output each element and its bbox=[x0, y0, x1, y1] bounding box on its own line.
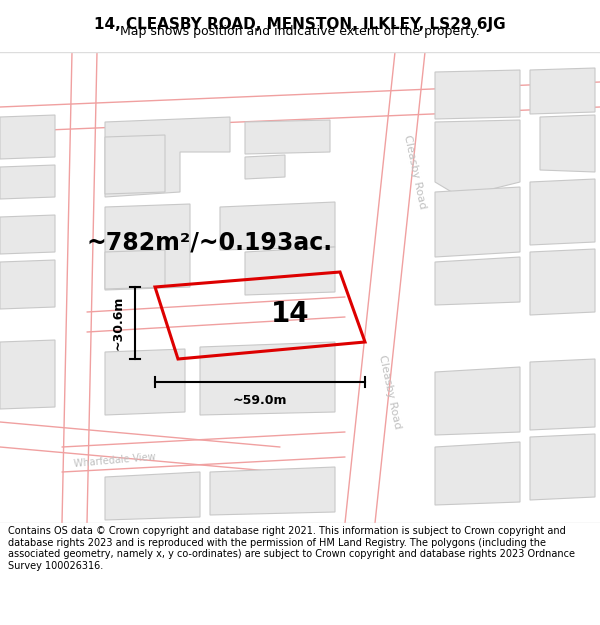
Polygon shape bbox=[530, 249, 595, 315]
Polygon shape bbox=[105, 117, 230, 197]
Polygon shape bbox=[435, 187, 520, 257]
Polygon shape bbox=[105, 250, 165, 289]
Text: Cleasby Road: Cleasby Road bbox=[402, 134, 428, 210]
Polygon shape bbox=[245, 247, 335, 295]
Polygon shape bbox=[200, 342, 335, 415]
Polygon shape bbox=[105, 349, 185, 415]
Polygon shape bbox=[245, 120, 330, 154]
Polygon shape bbox=[435, 442, 520, 505]
Polygon shape bbox=[435, 120, 520, 197]
Text: Cleasby Road: Cleasby Road bbox=[377, 354, 403, 430]
Polygon shape bbox=[105, 135, 165, 194]
Text: Map shows position and indicative extent of the property.: Map shows position and indicative extent… bbox=[120, 25, 480, 38]
Polygon shape bbox=[530, 359, 595, 430]
Text: 14: 14 bbox=[271, 300, 310, 328]
Polygon shape bbox=[245, 155, 285, 179]
Polygon shape bbox=[0, 115, 55, 159]
Polygon shape bbox=[530, 68, 595, 114]
Text: 14, CLEASBY ROAD, MENSTON, ILKLEY, LS29 6JG: 14, CLEASBY ROAD, MENSTON, ILKLEY, LS29 … bbox=[94, 17, 506, 32]
Text: Contains OS data © Crown copyright and database right 2021. This information is : Contains OS data © Crown copyright and d… bbox=[8, 526, 575, 571]
Polygon shape bbox=[105, 472, 200, 520]
Text: ~30.6m: ~30.6m bbox=[112, 296, 125, 350]
Text: ~782m²/~0.193ac.: ~782m²/~0.193ac. bbox=[87, 230, 333, 254]
Text: ~59.0m: ~59.0m bbox=[233, 394, 287, 407]
Polygon shape bbox=[435, 257, 520, 305]
Polygon shape bbox=[0, 260, 55, 309]
Text: Wharfedale View: Wharfedale View bbox=[74, 451, 157, 469]
Polygon shape bbox=[0, 340, 55, 409]
Polygon shape bbox=[105, 204, 190, 290]
Polygon shape bbox=[530, 179, 595, 245]
Polygon shape bbox=[540, 115, 595, 172]
Polygon shape bbox=[435, 70, 520, 119]
Polygon shape bbox=[530, 434, 595, 500]
Polygon shape bbox=[210, 467, 335, 515]
Polygon shape bbox=[0, 215, 55, 254]
Polygon shape bbox=[0, 165, 55, 199]
Polygon shape bbox=[435, 367, 520, 435]
Polygon shape bbox=[220, 202, 335, 250]
